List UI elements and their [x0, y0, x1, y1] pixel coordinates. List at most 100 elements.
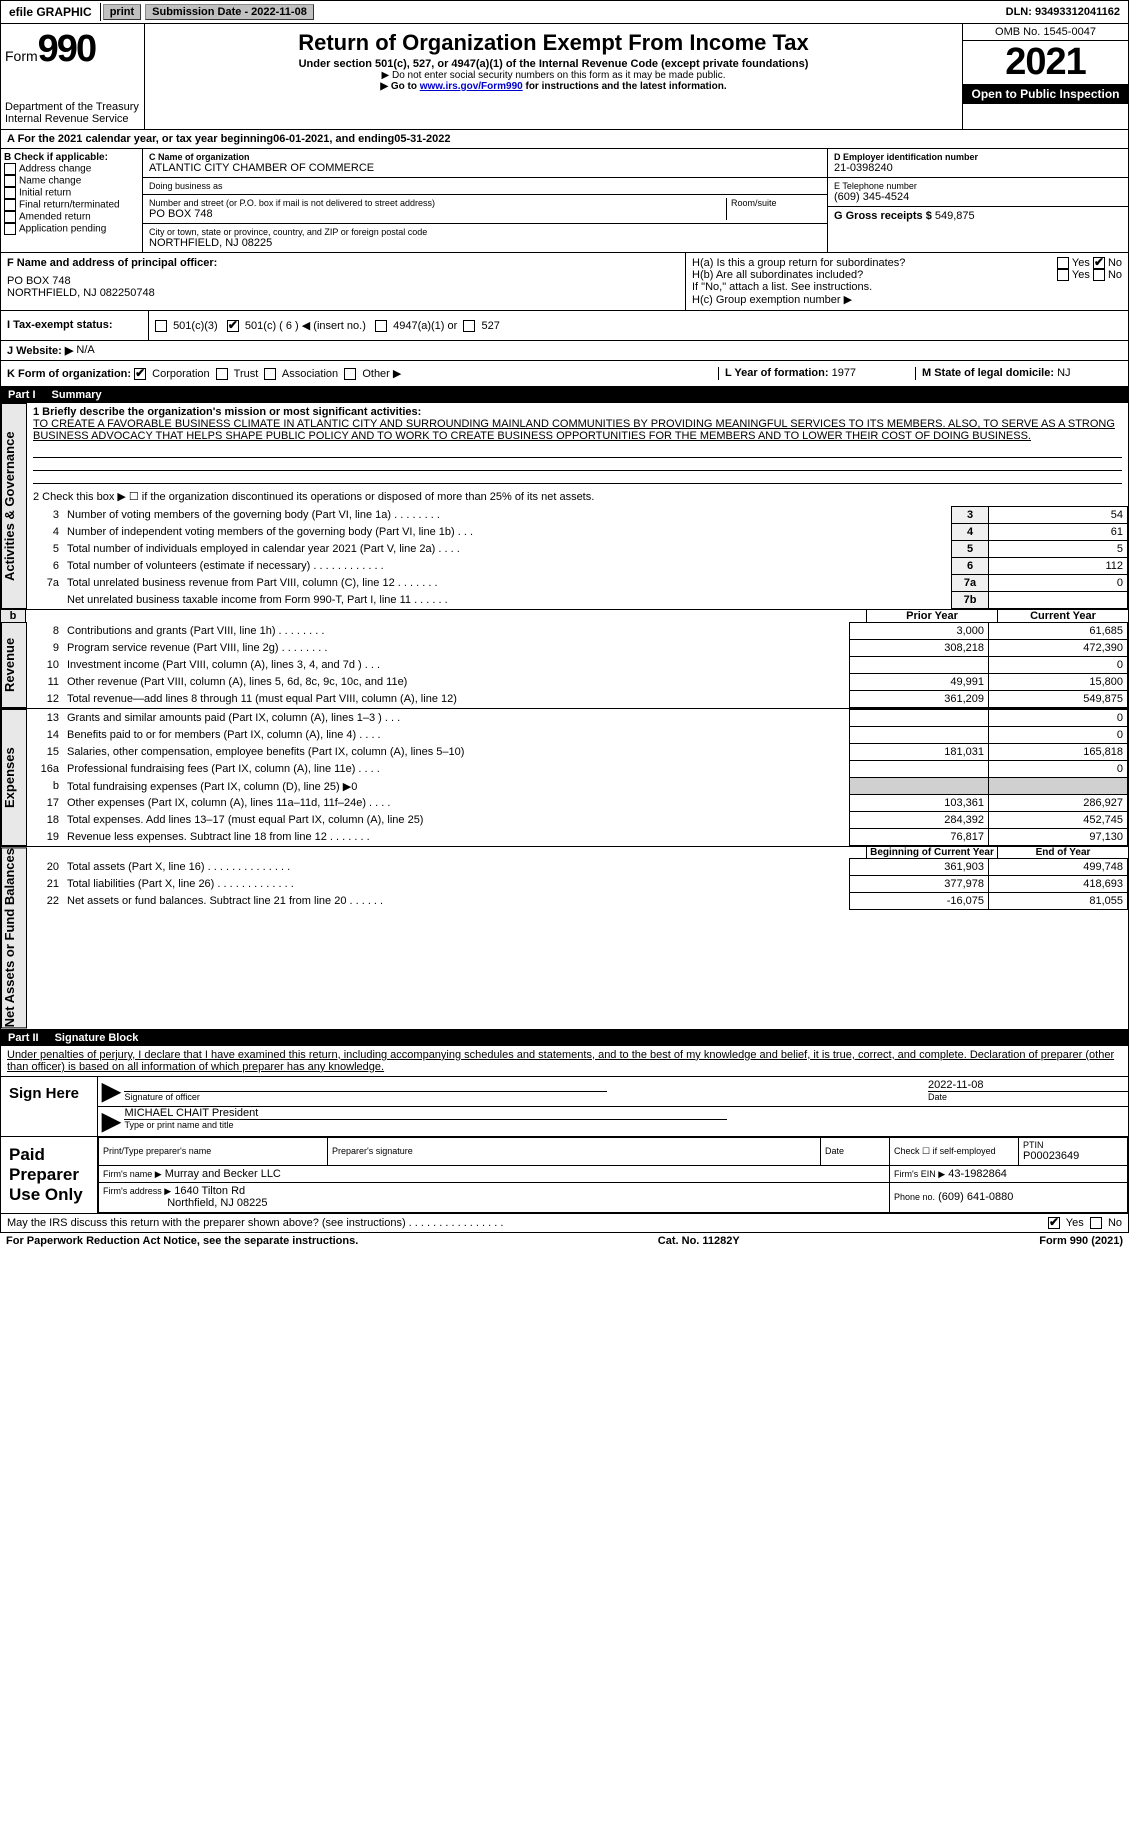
table-row: 22 Net assets or fund balances. Subtract…	[27, 893, 1128, 910]
form-number: 990	[38, 28, 95, 70]
firm-name-label: Firm's name ▶	[103, 1169, 162, 1179]
street-value: PO BOX 748	[149, 208, 726, 220]
dba-label: Doing business as	[149, 181, 821, 191]
cb-final-return[interactable]	[4, 199, 16, 211]
blank-line	[33, 445, 1122, 458]
cb-501c3[interactable]	[155, 320, 167, 332]
label-4947: 4947(a)(1) or	[393, 320, 457, 332]
table-row: 4 Number of independent voting members o…	[27, 524, 1128, 541]
type-name-label: Type or print name and title	[124, 1119, 726, 1130]
cb-ha-yes[interactable]	[1057, 257, 1069, 269]
cb-discuss-yes[interactable]	[1048, 1217, 1060, 1229]
netassets-block: Net Assets or Fund Balances Beginning of…	[0, 847, 1129, 1029]
hb-label: H(b) Are all subordinates included?	[692, 269, 863, 281]
website-row: J Website: ▶ N/A	[0, 341, 1129, 361]
prep-name-label: Print/Type preparer's name	[103, 1146, 323, 1156]
prep-date-label: Date	[825, 1146, 885, 1156]
officer-name: MICHAEL CHAIT President	[124, 1107, 1128, 1119]
cb-initial-return[interactable]	[4, 187, 16, 199]
cb-address-change[interactable]	[4, 163, 16, 175]
table-row: 10 Investment income (Part VIII, column …	[27, 657, 1128, 674]
instructions-link[interactable]: www.irs.gov/Form990	[420, 81, 523, 92]
cb-other[interactable]	[344, 368, 356, 380]
b-marker: b	[1, 610, 26, 622]
discuss-no: No	[1108, 1217, 1122, 1229]
part2-title: Signature Block	[55, 1032, 139, 1044]
tax-status-label: I Tax-exempt status:	[7, 319, 113, 331]
part1-body: Activities & Governance 1 Briefly descri…	[0, 403, 1129, 610]
expenses-block: Expenses 13 Grants and similar amounts p…	[0, 709, 1129, 847]
cb-trust[interactable]	[216, 368, 228, 380]
cb-ha-no[interactable]	[1093, 257, 1105, 269]
vlabel-gov: Activities & Governance	[1, 403, 27, 609]
period-label-a: A For the 2021 calendar year, or tax yea…	[7, 133, 273, 145]
discuss-label: May the IRS discuss this return with the…	[7, 1217, 503, 1229]
mission-text: TO CREATE A FAVORABLE BUSINESS CLIMATE I…	[33, 418, 1122, 442]
cb-application-pending[interactable]	[4, 223, 16, 235]
cb-527[interactable]	[463, 320, 475, 332]
form-label: Form	[5, 48, 38, 64]
website-value: N/A	[76, 344, 94, 357]
label-assoc: Association	[282, 368, 338, 380]
vlabel-rev: Revenue	[1, 622, 27, 708]
label-trust: Trust	[234, 368, 259, 380]
officer-addr2: NORTHFIELD, NJ 082250748	[7, 287, 679, 299]
form-title: Return of Organization Exempt From Incom…	[149, 30, 958, 56]
vlabel-net: Net Assets or Fund Balances	[1, 847, 27, 1028]
table-row: 17 Other expenses (Part IX, column (A), …	[27, 795, 1128, 812]
officer-label: F Name and address of principal officer:	[7, 257, 679, 269]
status-website-row: I Tax-exempt status: 501(c)(3) 501(c) ( …	[0, 311, 1129, 341]
org-name-label: C Name of organization	[149, 152, 821, 162]
hc-label: H(c) Group exemption number ▶	[692, 294, 852, 306]
table-row: 19 Revenue less expenses. Subtract line …	[27, 829, 1128, 846]
cb-name-change[interactable]	[4, 175, 16, 187]
room-label: Room/suite	[731, 198, 821, 208]
arrow-icon: ▶	[98, 1077, 124, 1106]
table-row: 18 Total expenses. Add lines 13–17 (must…	[27, 812, 1128, 829]
line2-text: 2 Check this box ▶ ☐ if the organization…	[27, 484, 1128, 506]
paperwork-notice: For Paperwork Reduction Act Notice, see …	[6, 1235, 358, 1247]
cb-4947[interactable]	[375, 320, 387, 332]
col-current-header: Current Year	[997, 610, 1128, 622]
col-end-header: End of Year	[997, 847, 1128, 858]
identity-block: B Check if applicable: Address change Na…	[0, 149, 1129, 253]
table-row: 3 Number of voting members of the govern…	[27, 507, 1128, 524]
cb-hb-yes[interactable]	[1057, 269, 1069, 281]
box-b-label: B Check if applicable:	[4, 152, 139, 163]
link-pre: ▶ Go to	[380, 81, 419, 92]
firm-name-value: Murray and Becker LLC	[165, 1168, 281, 1180]
submission-date-button[interactable]: Submission Date - 2022-11-08	[145, 4, 314, 20]
cb-501c[interactable]	[227, 320, 239, 332]
cb-discuss-no[interactable]	[1090, 1217, 1102, 1229]
vlabel-exp: Expenses	[1, 709, 27, 846]
irs-label: Internal Revenue Service	[5, 113, 140, 125]
blank-line	[33, 471, 1122, 484]
form-header: Form990 Department of the Treasury Inter…	[0, 24, 1129, 130]
cb-corp[interactable]	[134, 368, 146, 380]
sig-officer-label: Signature of officer	[124, 1091, 606, 1102]
cb-amended[interactable]	[4, 211, 16, 223]
firm-addr2: Northfield, NJ 08225	[167, 1197, 267, 1209]
label-501c: 501(c) ( 6 ) ◀ (insert no.)	[245, 320, 366, 332]
table-row: 5 Total number of individuals employed i…	[27, 541, 1128, 558]
cb-assoc[interactable]	[264, 368, 276, 380]
label-initial-return: Initial return	[19, 188, 71, 199]
ein-label: D Employer identification number	[834, 152, 1122, 162]
table-row: 13 Grants and similar amounts paid (Part…	[27, 710, 1128, 727]
print-button[interactable]: print	[103, 4, 141, 20]
paid-preparer-row: Paid Preparer Use Only Print/Type prepar…	[0, 1137, 1129, 1214]
label-address-change: Address change	[19, 164, 91, 175]
table-row: 8 Contributions and grants (Part VIII, l…	[27, 623, 1128, 640]
officer-group-row: F Name and address of principal officer:…	[0, 253, 1129, 311]
col-prior-header: Prior Year	[866, 610, 997, 622]
gov-table: 3 Number of voting members of the govern…	[27, 506, 1128, 609]
part1-num: Part I	[8, 389, 52, 401]
table-row: 20 Total assets (Part X, line 16) . . . …	[27, 859, 1128, 876]
table-row: 11 Other revenue (Part VIII, column (A),…	[27, 674, 1128, 691]
ptin-value: P00023649	[1023, 1150, 1123, 1162]
period-row: A For the 2021 calendar year, or tax yea…	[0, 130, 1129, 149]
table-row: 12 Total revenue—add lines 8 through 11 …	[27, 691, 1128, 708]
period-begin: 06-01-2021	[273, 133, 329, 145]
cb-hb-no[interactable]	[1093, 269, 1105, 281]
form-org-label: K Form of organization:	[7, 368, 131, 380]
